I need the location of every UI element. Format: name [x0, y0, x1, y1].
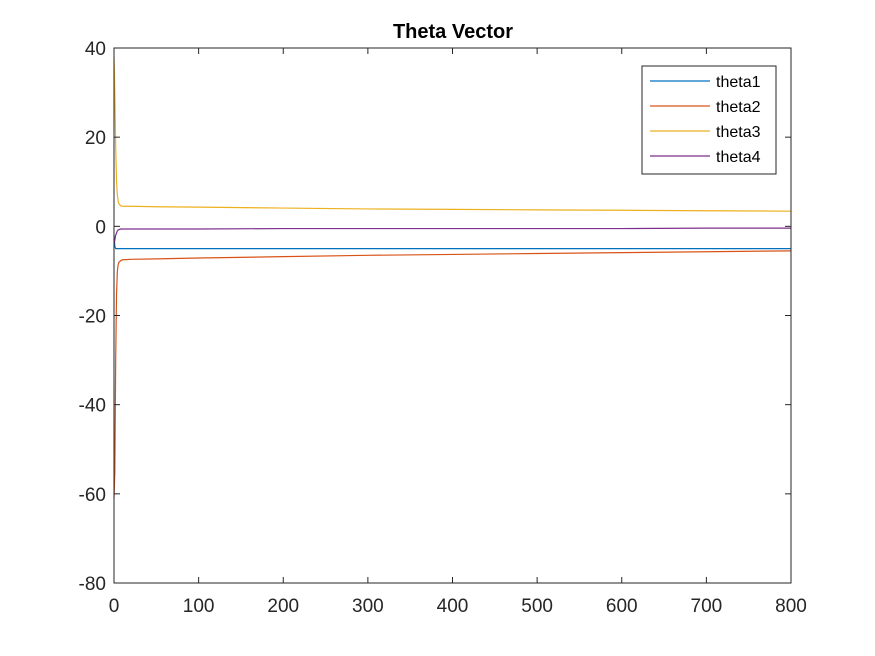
- y-tick-label: -20: [79, 307, 106, 328]
- axes-layer: 0 100 200 300 400 500 600 700 800 -80 -60 -40 -20 0 20…: [79, 39, 807, 617]
- legend-label-theta1: theta1: [716, 74, 761, 91]
- x-tick-label: 400: [437, 596, 469, 617]
- x-tick-label: 300: [352, 596, 384, 617]
- y-tick-label: -80: [79, 574, 106, 595]
- x-tick-label: 700: [691, 596, 723, 617]
- x-tick-label: 800: [775, 596, 807, 617]
- series-line-theta3: [113, 56, 792, 212]
- series-layer: [113, 56, 792, 499]
- series-line-theta2: [113, 250, 792, 499]
- y-tick-label: 20: [85, 128, 106, 149]
- x-tick-label: 100: [183, 596, 215, 617]
- series-line-theta1: [113, 235, 791, 250]
- y-tick-label: 40: [85, 39, 106, 60]
- y-tick-label: 0: [95, 217, 106, 238]
- y-tick-label: -40: [79, 396, 106, 417]
- legend-label-theta4: theta4: [716, 149, 761, 166]
- x-tick-label: 0: [109, 596, 120, 617]
- x-tick-label: 600: [606, 596, 638, 617]
- legend-label-theta3: theta3: [716, 124, 761, 141]
- x-tick-label: 200: [267, 596, 299, 617]
- legend-label-theta2: theta2: [716, 99, 761, 116]
- series-line-theta4: [113, 227, 791, 245]
- y-tick-label: -60: [79, 485, 106, 506]
- legend: theta1 theta2 theta3 theta4: [641, 65, 777, 175]
- chart-title: Theta Vector: [393, 21, 513, 43]
- x-tick-label: 500: [521, 596, 553, 617]
